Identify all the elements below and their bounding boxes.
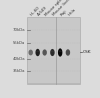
Text: Mouse liver: Mouse liver <box>52 0 71 17</box>
Ellipse shape <box>29 51 32 52</box>
Ellipse shape <box>36 51 39 52</box>
Text: 70kDa: 70kDa <box>12 28 25 32</box>
Text: Raji: Raji <box>59 9 68 17</box>
Ellipse shape <box>59 50 62 52</box>
Ellipse shape <box>50 49 55 56</box>
Ellipse shape <box>58 48 62 57</box>
Text: 55kDa: 55kDa <box>12 41 25 45</box>
Ellipse shape <box>42 49 47 56</box>
Text: 40kDa: 40kDa <box>12 57 25 61</box>
Ellipse shape <box>36 49 40 56</box>
Text: A-549: A-549 <box>37 5 48 17</box>
Bar <box>28 18 80 83</box>
Text: Mouse spleen: Mouse spleen <box>44 0 66 17</box>
Ellipse shape <box>51 51 54 52</box>
Text: HL-60: HL-60 <box>30 5 41 17</box>
Bar <box>27 17 80 84</box>
Ellipse shape <box>43 51 46 52</box>
Ellipse shape <box>28 50 33 55</box>
Text: CSK: CSK <box>83 50 91 54</box>
Text: 35kDa: 35kDa <box>12 69 25 73</box>
Text: Hela: Hela <box>67 7 76 17</box>
Ellipse shape <box>66 51 70 52</box>
Ellipse shape <box>66 49 70 56</box>
